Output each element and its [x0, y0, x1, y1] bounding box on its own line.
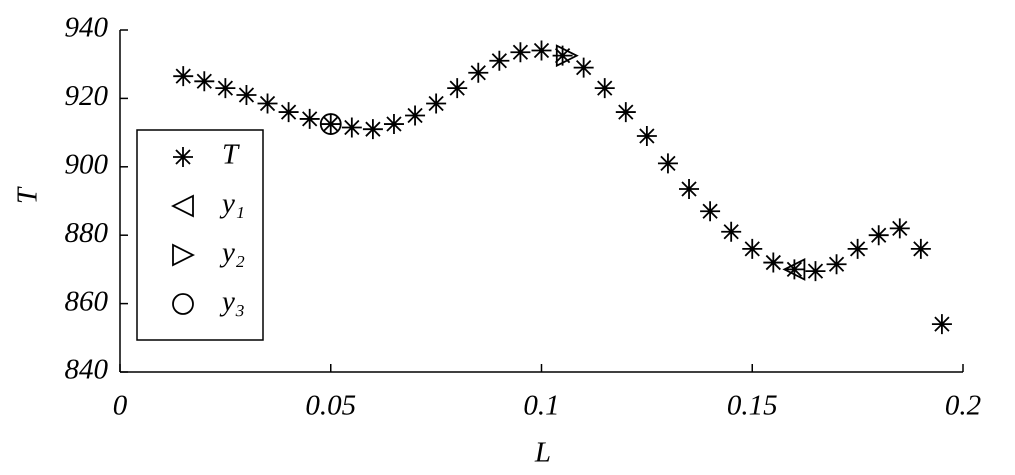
legend-marker	[172, 243, 196, 267]
marker	[679, 179, 700, 200]
x-tick-label: 0.05	[305, 390, 356, 422]
y-tick-label: 840	[65, 354, 109, 386]
marker	[782, 257, 806, 281]
marker	[657, 153, 678, 174]
marker	[826, 254, 847, 275]
marker	[700, 201, 721, 222]
x-tick-label: 0.2	[945, 390, 981, 422]
marker	[236, 84, 257, 105]
marker	[299, 108, 320, 129]
marker	[173, 66, 194, 87]
marker	[447, 78, 468, 99]
marker	[278, 102, 299, 123]
marker	[721, 221, 742, 242]
marker	[531, 40, 552, 61]
marker	[383, 114, 404, 135]
legend-box	[136, 129, 264, 341]
marker	[847, 238, 868, 259]
y-tick-label: 880	[65, 217, 109, 249]
legend-label: T	[222, 139, 240, 171]
marker	[489, 50, 510, 71]
marker	[426, 93, 447, 114]
x-axis-label: L	[534, 437, 551, 469]
marker	[362, 119, 383, 140]
marker	[868, 225, 889, 246]
x-tick-label: 0.1	[523, 390, 559, 422]
legend-label: y₁	[219, 188, 245, 220]
legend-label: y₃	[219, 286, 245, 318]
marker	[889, 218, 910, 239]
marker	[320, 114, 341, 135]
marker	[341, 117, 362, 138]
marker	[510, 42, 531, 63]
y-tick-label: 940	[65, 12, 109, 44]
y-tick-label: 920	[65, 80, 109, 112]
marker	[319, 113, 342, 135]
marker	[215, 78, 236, 99]
marker	[552, 45, 573, 66]
marker	[468, 62, 489, 83]
marker	[405, 105, 426, 126]
legend-label: y₂	[219, 237, 245, 269]
marker	[573, 57, 594, 78]
marker	[742, 238, 763, 259]
marker	[594, 78, 615, 99]
marker	[257, 93, 278, 114]
legend-marker	[173, 147, 193, 167]
marker	[615, 102, 636, 123]
marker	[910, 238, 931, 259]
x-tick-label: 0.15	[727, 390, 778, 422]
y-axis-label: T	[12, 186, 44, 204]
y-tick-label: 860	[65, 285, 109, 317]
marker	[805, 261, 826, 282]
y-tick-label: 900	[65, 148, 109, 180]
marker	[636, 126, 657, 147]
marker	[555, 44, 579, 68]
marker	[763, 252, 784, 273]
x-tick-label: 0	[113, 390, 128, 422]
marker	[931, 314, 952, 335]
legend-marker	[172, 293, 194, 315]
legend-marker	[170, 194, 194, 218]
marker	[194, 71, 215, 92]
marker	[784, 259, 805, 280]
